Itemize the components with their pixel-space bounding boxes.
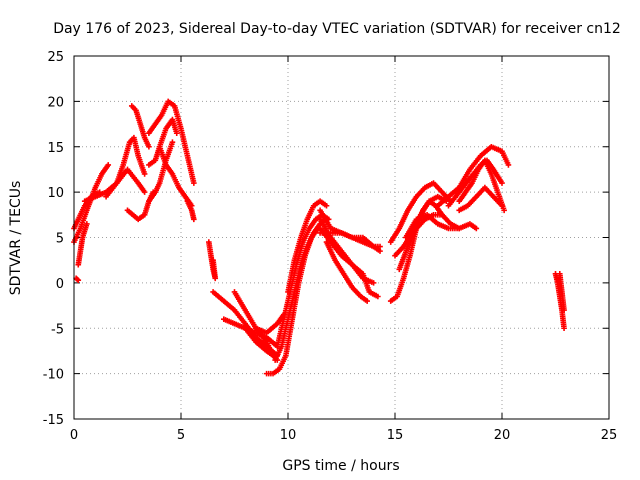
data-point <box>561 325 567 332</box>
y-tick-label: 10 <box>47 186 64 201</box>
y-tick-label: 15 <box>47 141 64 156</box>
series-arc-7 <box>128 103 152 150</box>
y-tick-label: 25 <box>47 50 64 65</box>
data-point <box>74 276 81 283</box>
y-tick-label: 5 <box>56 232 64 247</box>
data-point <box>375 293 381 300</box>
y-tick-label: -5 <box>51 322 64 337</box>
series-arc-13 <box>184 198 197 223</box>
data-point <box>501 207 507 214</box>
y-tick-label: -10 <box>43 368 64 383</box>
chart-title: Day 176 of 2023, Sidereal Day-to-day VTE… <box>53 21 621 37</box>
data-point <box>473 225 480 232</box>
data-point <box>377 248 383 254</box>
data-point <box>191 180 197 186</box>
data-point <box>146 143 152 150</box>
y-axis-label: SDTVAR / TECUs <box>8 181 24 296</box>
data-point <box>191 216 197 223</box>
y-tick-label: -15 <box>43 413 64 428</box>
series-arc-3 <box>73 275 82 283</box>
series-arc-9 <box>146 98 197 186</box>
data-point <box>141 171 148 177</box>
data-point <box>141 189 148 195</box>
series-arc-27 <box>323 239 370 304</box>
series-arc-33 <box>402 212 480 241</box>
grid <box>74 56 609 419</box>
x-tick-label: 15 <box>387 428 404 443</box>
data-point <box>364 298 370 304</box>
data-point <box>499 180 505 186</box>
data-point <box>105 162 112 168</box>
y-tick-label: 0 <box>56 277 64 292</box>
series-arc-23 <box>285 198 330 295</box>
data-point <box>499 202 505 209</box>
series-arc-4 <box>75 221 90 268</box>
series-arc-34 <box>435 143 512 209</box>
x-axis-label: GPS time / hours <box>282 458 399 474</box>
series-arc-35 <box>445 157 505 209</box>
series-arc-18 <box>242 325 276 359</box>
plot-frame <box>73 55 610 420</box>
x-tick-label: 0 <box>70 428 78 443</box>
data-point <box>75 277 82 283</box>
data-point <box>505 162 512 168</box>
x-axis-tick-labels: 0 5 10 15 20 25 <box>70 428 617 443</box>
series-arc-26 <box>317 225 381 300</box>
data-point <box>169 139 176 146</box>
series-arc-39 <box>556 271 567 313</box>
series-arc-2 <box>71 162 112 245</box>
data-point <box>561 307 567 313</box>
x-tick-label: 5 <box>177 428 185 443</box>
y-axis-tick-labels: -15 -10 -5 0 5 10 15 20 25 <box>43 50 64 428</box>
data-point <box>370 280 377 286</box>
series-arc-14 <box>206 239 219 282</box>
x-tick-label: 10 <box>280 428 297 443</box>
data-point <box>323 202 330 209</box>
data-point <box>84 221 90 227</box>
series-arc-6 <box>103 134 148 200</box>
y-tick-label: 20 <box>47 95 64 110</box>
series-arc-37 <box>456 184 505 214</box>
series-arc-10 <box>146 116 180 168</box>
data-series <box>71 98 567 377</box>
x-tick-label: 20 <box>494 428 511 443</box>
series-arc-8 <box>124 189 156 223</box>
data-point <box>210 257 216 263</box>
data-point <box>173 130 180 136</box>
x-tick-label: 25 <box>601 428 618 443</box>
series-arc-28 <box>317 230 383 254</box>
